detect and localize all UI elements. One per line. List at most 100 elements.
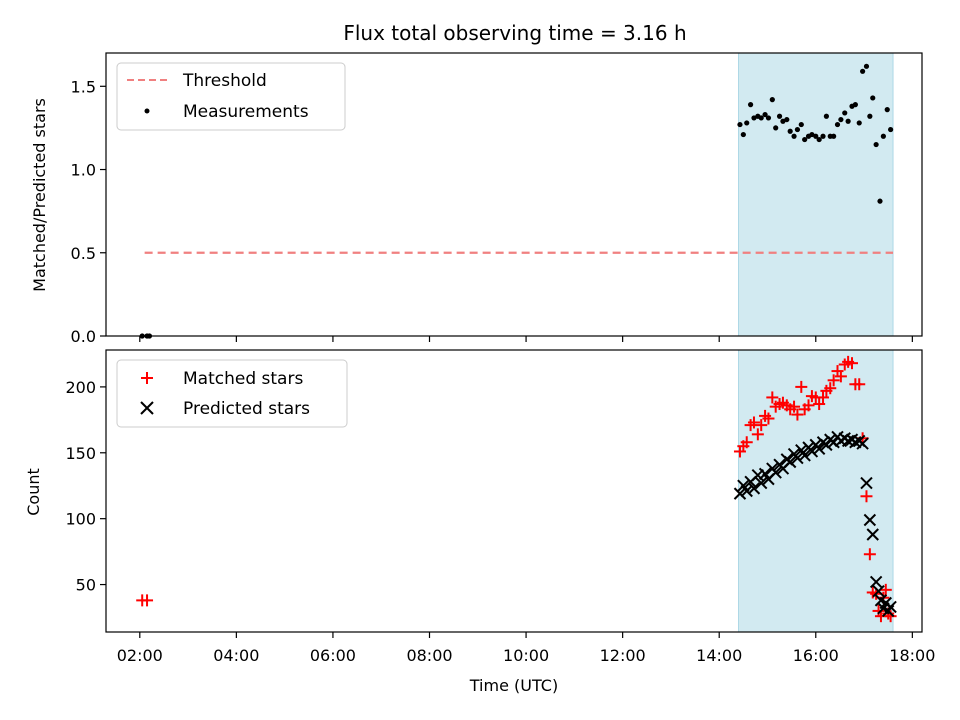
- matched-star-point: [766, 391, 779, 404]
- predicted-star-point: [856, 437, 869, 450]
- predicted-star-point: [783, 455, 797, 469]
- matched-star-point: [795, 380, 808, 393]
- x-tick-label: 02:00: [117, 646, 163, 665]
- y-tick-label: 200: [65, 378, 96, 397]
- measurement-point: [744, 120, 750, 126]
- x-tick-label: 14:00: [696, 646, 742, 665]
- y-tick-label: 50: [76, 576, 96, 595]
- predicted-star-point: [812, 442, 826, 456]
- matched-star-point: [755, 419, 768, 432]
- y-tick-label: 1.5: [71, 77, 96, 96]
- matched-star-point: [827, 374, 840, 387]
- measurement-point: [831, 133, 837, 139]
- measurement-point: [860, 68, 866, 74]
- top-legend-box: [116, 62, 346, 131]
- matched-star-point: [834, 370, 847, 383]
- measurement-point: [798, 121, 804, 128]
- measurement-point: [880, 133, 886, 139]
- y-tick-label: 0.0: [71, 327, 96, 346]
- measurement-point: [852, 102, 858, 108]
- matched-star-point: [813, 398, 826, 411]
- predicted-star-point: [769, 466, 782, 479]
- matched-legend-label: Matched stars: [183, 369, 303, 389]
- measurement-point: [838, 116, 844, 123]
- bottom-y-axis-label: Count: [24, 468, 43, 516]
- measurement-point: [842, 110, 848, 116]
- matched-star-point: [751, 428, 764, 441]
- measurement-point: [870, 95, 876, 101]
- measurement-point: [740, 131, 746, 138]
- predicted-star-point: [866, 528, 879, 541]
- matched-star-point: [824, 382, 837, 395]
- matched-star-point: [802, 399, 815, 412]
- top-axes-frame: [105, 52, 923, 337]
- y-tick-label: 0.5: [71, 244, 96, 263]
- bottom-marks: [136, 355, 897, 623]
- predicted-star-point: [733, 487, 747, 500]
- measurement-point: [820, 133, 826, 139]
- matched-star-point: [791, 408, 804, 421]
- x-tick-label: 04:00: [213, 646, 259, 665]
- measurements-legend-swatch: [144, 108, 150, 114]
- matched-star-point: [879, 583, 892, 596]
- matched-star-point: [747, 416, 760, 429]
- measurement-point: [877, 198, 883, 204]
- measurement-point: [834, 121, 841, 128]
- x-axis-label: Time (UTC): [469, 676, 558, 695]
- x-tick-label: 16:00: [793, 646, 839, 665]
- matched-star-point: [788, 400, 801, 413]
- measurement-point: [863, 63, 870, 69]
- measurement-point: [867, 113, 873, 119]
- measurement-point: [737, 121, 743, 128]
- matched-star-point: [863, 548, 876, 561]
- measurement-point: [794, 126, 801, 133]
- matched-star-point: [141, 594, 154, 607]
- measurement-point: [758, 115, 764, 121]
- predicted-star-point: [755, 476, 768, 490]
- x-tick-label: 18:00: [889, 646, 935, 665]
- top-marks: [139, 63, 894, 339]
- measurement-point: [856, 120, 862, 126]
- bottom-legend-box: [116, 359, 348, 428]
- top-y-ticks: 0.0 0.5 1.0 1.5: [71, 77, 106, 346]
- bottom-y-ticks: 50 100 150 200: [65, 378, 106, 595]
- predicted-star-point: [798, 449, 811, 462]
- bottom-panel: 50 100 150 200 02:00 04:00 06:00 08:00 10:00 12:…: [24, 349, 935, 695]
- measurement-point: [823, 113, 829, 119]
- measurement-point: [816, 136, 822, 143]
- measurement-point: [888, 126, 894, 133]
- measurement-point: [747, 102, 754, 108]
- y-tick-label: 100: [65, 510, 96, 529]
- predicted-star-point: [869, 575, 883, 589]
- measurement-point: [884, 107, 890, 113]
- top-highlight-span: [738, 52, 894, 337]
- top-panel: 0.0 0.5 1.0 1.5 Matched/Predicted stars Thr…: [30, 52, 923, 346]
- measurement-point: [776, 113, 783, 119]
- bottom-legend: Matched stars Predicted stars: [116, 359, 348, 428]
- x-tick-label: 06:00: [310, 646, 356, 665]
- matched-star-point: [817, 391, 830, 404]
- y-tick-label: 1.0: [71, 161, 96, 180]
- matched-star-point: [872, 604, 885, 617]
- measurement-point: [769, 97, 775, 103]
- predicted-star-point: [805, 445, 819, 458]
- measurement-point: [762, 111, 768, 118]
- measurement-point: [873, 141, 879, 148]
- measurement-point: [813, 133, 819, 139]
- measurement-point: [773, 125, 779, 131]
- matched-star-point: [853, 378, 866, 391]
- measurement-point: [802, 136, 808, 143]
- top-x-ticks: [139, 336, 913, 342]
- figure-title: Flux total observing time = 3.16 h: [343, 21, 686, 45]
- x-tick-label: 08:00: [406, 646, 452, 665]
- matched-star-point: [845, 357, 858, 370]
- matched-star-point: [860, 490, 873, 503]
- measurement-point: [787, 128, 793, 134]
- measurement-point: [845, 118, 851, 124]
- predicted-star-point: [791, 451, 804, 465]
- measurement-point: [791, 133, 797, 139]
- predicted-star-point: [863, 513, 877, 527]
- y-tick-label: 150: [65, 444, 96, 463]
- predicted-star-point: [747, 482, 761, 495]
